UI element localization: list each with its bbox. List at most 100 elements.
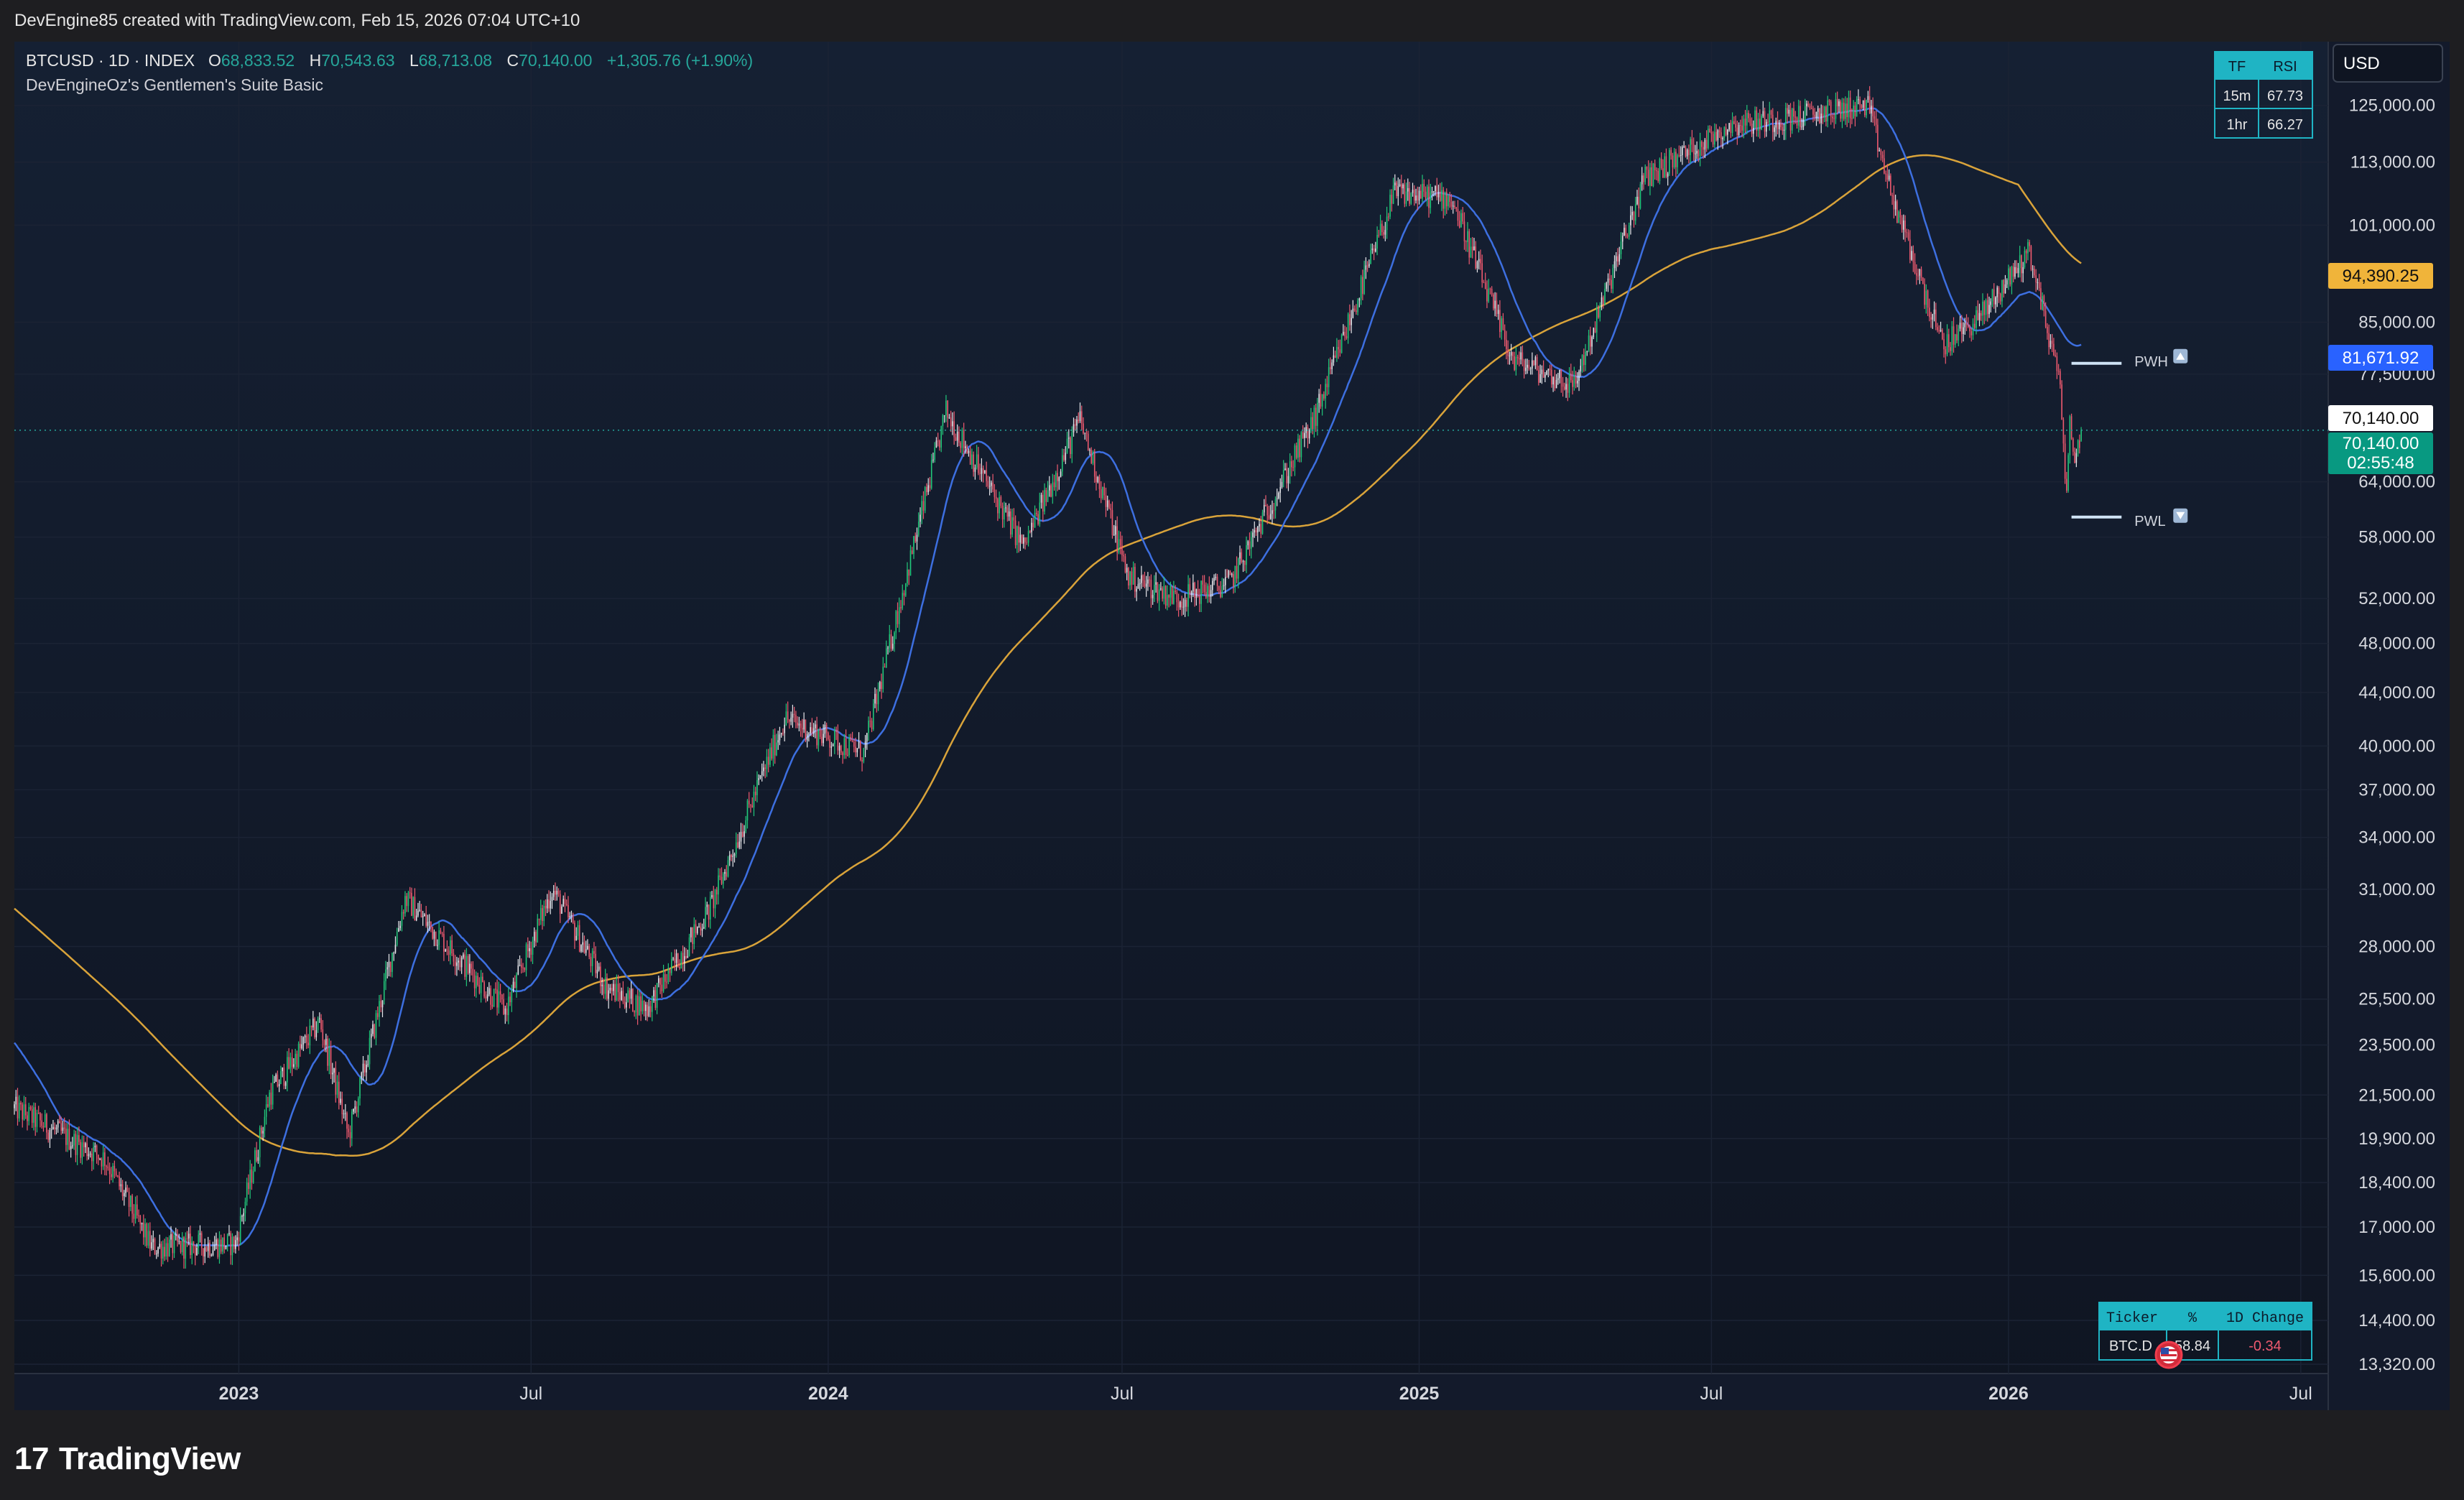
candle: [320, 1014, 322, 1032]
candle-body: [1340, 334, 1343, 353]
candle-body: [1586, 351, 1588, 353]
candle-body: [1555, 379, 1557, 389]
candle: [357, 1096, 359, 1118]
candle: [185, 1232, 187, 1269]
candle-body: [1686, 149, 1688, 157]
candle-body: [1124, 556, 1126, 573]
candle-body: [1442, 190, 1445, 209]
candle-body: [1346, 336, 1348, 338]
candle: [420, 904, 422, 918]
candle: [1321, 394, 1323, 416]
candle: [272, 1074, 274, 1110]
candle-body: [647, 1004, 648, 1017]
candle-body: [1528, 364, 1530, 369]
candlestick-series[interactable]: [14, 85, 2082, 1269]
candle: [619, 983, 621, 1009]
candle-body: [296, 1053, 298, 1068]
candle-body: [445, 949, 446, 952]
candle-body: [1841, 102, 1843, 119]
candle-body: [1360, 277, 1362, 299]
candle-body: [1365, 265, 1367, 270]
candle: [947, 400, 948, 427]
candle: [54, 1122, 55, 1135]
candle-body: [1197, 589, 1199, 596]
candle: [476, 971, 477, 998]
candle-body: [2038, 282, 2040, 289]
candle-body: [703, 927, 705, 929]
candle: [466, 948, 468, 986]
candle-body: [2066, 478, 2067, 491]
candle: [1617, 248, 1618, 267]
candle: [1349, 304, 1351, 331]
candle: [131, 1193, 133, 1223]
candle: [14, 1101, 15, 1115]
candle-body: [1630, 215, 1631, 226]
candle: [535, 930, 537, 947]
candle-body: [1489, 288, 1491, 290]
candle-body: [960, 443, 961, 448]
currency-selector[interactable]: USD: [2333, 44, 2443, 83]
candle: [913, 535, 914, 560]
candle: [958, 426, 960, 447]
candle-body: [1150, 580, 1152, 598]
candle: [818, 728, 820, 752]
candle: [1717, 129, 1719, 150]
candle-body: [1800, 106, 1801, 127]
candle: [1898, 210, 1899, 223]
candle: [367, 1055, 369, 1068]
candle-body: [369, 1037, 371, 1065]
candle-body: [357, 1098, 359, 1113]
candle-body: [401, 912, 403, 926]
candle-body: [314, 1018, 315, 1037]
candle: [1247, 540, 1249, 550]
candle-body: [675, 953, 677, 963]
candle-body: [1830, 101, 1832, 117]
candle-body: [2075, 453, 2078, 463]
tradingview-logo[interactable]: 17 TradingView: [14, 1441, 241, 1477]
candle-body: [825, 724, 828, 733]
legend-symbol[interactable]: BTCUSD · 1D · INDEX: [26, 51, 195, 70]
candle-body: [1827, 100, 1828, 122]
time-axis[interactable]: 2023 Jul 2024 Jul 2025 Jul 2026 Jul: [219, 1384, 2312, 1404]
candle: [295, 1048, 296, 1070]
candle-body: [1819, 108, 1820, 124]
candle-body: [934, 447, 935, 460]
candle: [1330, 357, 1331, 375]
candle-body: [1578, 371, 1580, 381]
candle-body: [766, 756, 768, 769]
candle: [194, 1244, 196, 1266]
candle: [473, 969, 476, 997]
candle: [1137, 577, 1139, 589]
candle-body: [1685, 146, 1687, 157]
candle: [183, 1236, 185, 1269]
candle: [1669, 147, 1670, 176]
candle: [942, 414, 944, 435]
candle: [1384, 221, 1386, 241]
candle-body: [961, 430, 963, 448]
indicator-name[interactable]: DevEngineOz's Gentlemen's Suite Basic: [26, 75, 323, 94]
candle-body: [1613, 261, 1616, 269]
candle-body: [1047, 490, 1049, 502]
candle: [304, 1034, 306, 1044]
candle: [916, 527, 918, 550]
candle-body: [1034, 512, 1036, 527]
candle: [1019, 527, 1022, 552]
candle: [658, 975, 659, 988]
candle: [1527, 358, 1528, 374]
candle-body: [997, 499, 999, 514]
candle: [1362, 269, 1363, 300]
candle-body: [1570, 374, 1572, 381]
price-axis[interactable]: 125,000.00113,000.00101,000.0085,000.007…: [2349, 96, 2435, 1374]
candle-body: [1618, 254, 1621, 262]
candle-body: [808, 733, 810, 734]
candle-body: [385, 969, 386, 981]
candle-body: [1977, 310, 1979, 320]
rsi-table: TF RSI 15m 67.73 1hr 66.27: [2214, 51, 2313, 139]
candle: [1836, 91, 1838, 115]
candle: [296, 1050, 298, 1070]
candle-body: [1465, 241, 1467, 243]
candle-body: [317, 1019, 319, 1030]
candle-body: [2042, 296, 2043, 310]
candle: [1861, 103, 1863, 109]
